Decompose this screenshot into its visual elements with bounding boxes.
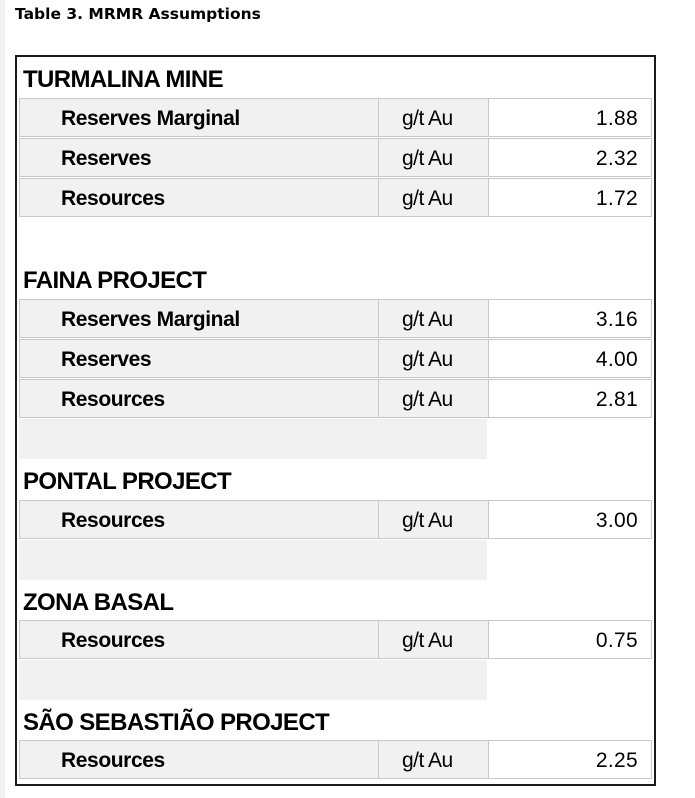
row-label: Reserves: [19, 138, 379, 177]
table-row: Resources g/t Au 3.00: [19, 500, 652, 540]
spacer-row: [19, 419, 487, 459]
row-value: 3.00: [488, 500, 652, 539]
row-label: Resources: [19, 379, 379, 418]
row-unit: g/t Au: [378, 299, 489, 338]
row-label: Reserves Marginal: [19, 299, 379, 338]
row-unit: g/t Au: [378, 339, 489, 378]
table-caption: Table 3. MRMR Assumptions: [15, 5, 261, 23]
row-value: 3.16: [488, 299, 652, 338]
row-value: 1.72: [488, 178, 652, 217]
row-label: Resources: [19, 620, 379, 659]
row-unit: g/t Au: [378, 379, 489, 418]
spacer-row: [19, 660, 487, 700]
section-title-sao-sebastiao-project: SÃO SEBASTIÃO PROJECT: [23, 709, 330, 736]
table-row: Reserves Marginal g/t Au 3.16: [19, 299, 652, 339]
table-row: Reserves Marginal g/t Au 1.88: [19, 98, 652, 138]
row-unit: g/t Au: [378, 500, 489, 539]
table-row: Resources g/t Au 2.25: [19, 740, 652, 780]
table-row: Resources g/t Au 2.81: [19, 379, 652, 419]
row-label: Reserves Marginal: [19, 98, 379, 137]
table-row: Resources g/t Au 0.75: [19, 620, 652, 660]
row-unit: g/t Au: [378, 98, 489, 137]
row-unit: g/t Au: [378, 740, 489, 779]
mrmr-assumptions-table: TURMALINA MINE Reserves Marginal g/t Au …: [15, 55, 656, 786]
row-label: Resources: [19, 500, 379, 539]
row-value: 2.81: [488, 379, 652, 418]
row-label: Resources: [19, 740, 379, 779]
section-title-pontal-project: PONTAL PROJECT: [23, 468, 232, 495]
row-label: Resources: [19, 178, 379, 217]
row-value: 2.25: [488, 740, 652, 779]
table-row: Resources g/t Au 1.72: [19, 178, 652, 218]
row-unit: g/t Au: [378, 138, 489, 177]
row-unit: g/t Au: [378, 178, 489, 217]
row-value: 1.88: [488, 98, 652, 137]
section-title-zona-basal: ZONA BASAL: [23, 589, 174, 616]
section-title-faina-project: FAINA PROJECT: [23, 267, 207, 294]
row-unit: g/t Au: [378, 620, 489, 659]
row-label: Reserves: [19, 339, 379, 378]
page-left-rule: [0, 0, 5, 798]
table-row: Reserves g/t Au 4.00: [19, 339, 652, 379]
section-title-turmalina-mine: TURMALINA MINE: [23, 66, 224, 93]
table-row: Reserves g/t Au 2.32: [19, 138, 652, 178]
row-value: 4.00: [488, 339, 652, 378]
row-value: 0.75: [488, 620, 652, 659]
spacer-row: [19, 540, 487, 580]
row-value: 2.32: [488, 138, 652, 177]
